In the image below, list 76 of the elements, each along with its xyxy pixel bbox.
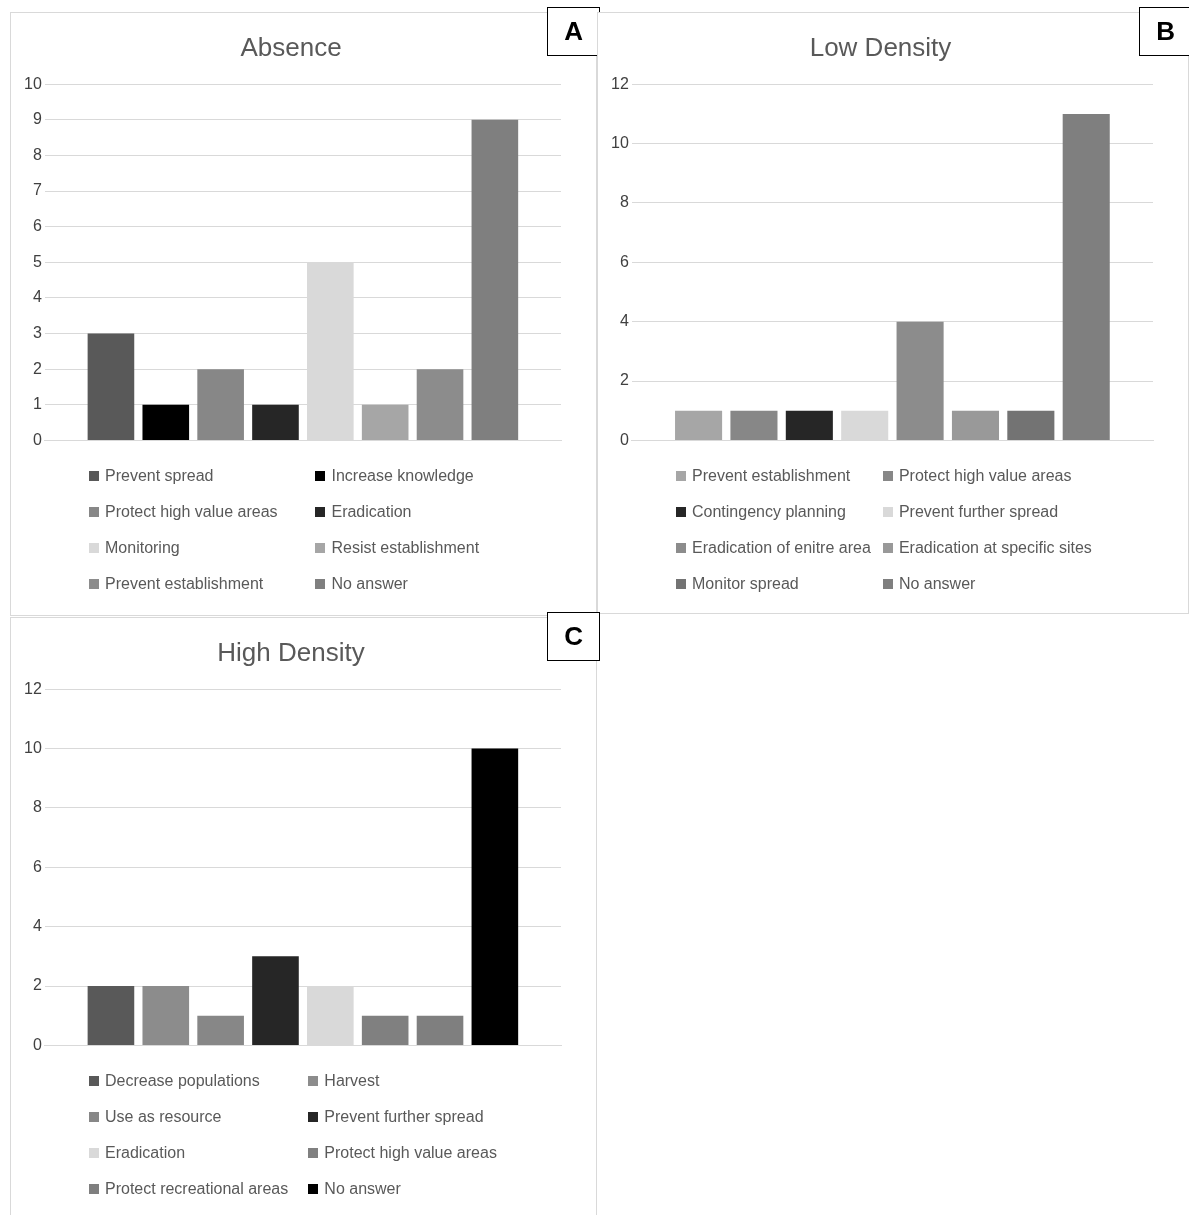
y-tick-label: 4 — [619, 312, 629, 330]
bar — [197, 1015, 244, 1045]
chart-title: Low Density — [809, 31, 952, 62]
bar — [675, 410, 723, 440]
legend-label: Prevent establishment — [105, 575, 264, 593]
bar — [1062, 113, 1110, 440]
y-tick-label: 0 — [32, 430, 42, 448]
legend-label: Increase knowledge — [331, 467, 474, 485]
y-tick-label: 0 — [32, 1035, 42, 1053]
bar — [87, 333, 135, 440]
y-tick-label: 2 — [32, 976, 42, 994]
y-tick-label: 8 — [32, 145, 42, 163]
legend-label: Eradication of enitre area — [692, 539, 871, 557]
legend-label: Contingency planning — [692, 503, 846, 521]
bar — [197, 369, 244, 440]
y-tick-label: 6 — [32, 857, 42, 875]
legend-label: Use as resource — [105, 1108, 222, 1126]
legend-label: Decrease populations — [105, 1072, 260, 1090]
y-tick-label: 7 — [32, 181, 42, 199]
text: B — [1139, 7, 1189, 56]
legend-label: Resist establishment — [331, 539, 480, 557]
y-tick-label: 6 — [619, 252, 629, 270]
bar — [252, 404, 299, 440]
legend-label: No answer — [331, 575, 408, 593]
legend-label: Monitor spread — [692, 575, 799, 593]
text: A — [547, 7, 600, 56]
y-tick-label: 1 — [32, 395, 42, 413]
legend-label: Eradication — [105, 1144, 186, 1162]
bar — [416, 369, 464, 440]
y-tick-label: 8 — [619, 193, 629, 211]
legend-label: Prevent further spread — [324, 1108, 484, 1126]
legend-label: Harvest — [324, 1072, 380, 1090]
legend-label: Protect recreational areas — [105, 1180, 289, 1198]
bar — [416, 1015, 464, 1045]
y-tick-label: 6 — [32, 217, 42, 235]
legend-label: Prevent establishment — [692, 467, 851, 485]
bar — [87, 986, 135, 1045]
legend-label: Monitoring — [105, 539, 180, 557]
bar — [142, 986, 190, 1045]
y-tick-label: 2 — [619, 371, 629, 389]
bar — [361, 404, 409, 440]
legend-label: Eradication at specific sites — [898, 539, 1092, 557]
text: C — [547, 612, 600, 661]
chart-title: Absence — [240, 31, 342, 62]
chart-title: High Density — [217, 636, 365, 667]
bar — [471, 119, 519, 440]
bar — [896, 321, 944, 440]
y-tick-label: 10 — [611, 133, 629, 151]
bar — [1007, 410, 1055, 440]
bar — [951, 410, 999, 440]
bar — [142, 404, 190, 440]
y-tick-label: 12 — [24, 679, 42, 697]
legend-label: No answer — [324, 1180, 401, 1198]
bar — [252, 956, 299, 1045]
bar — [730, 410, 778, 440]
y-tick-label: 10 — [24, 738, 42, 756]
y-tick-label: 3 — [32, 323, 42, 341]
legend-label: Prevent spread — [105, 467, 214, 485]
legend-label: Protect high value areas — [324, 1144, 497, 1162]
y-tick-label: 8 — [32, 798, 42, 816]
bar — [471, 748, 519, 1045]
y-tick-label: 5 — [32, 252, 42, 270]
y-tick-label: 0 — [619, 430, 629, 448]
legend-label: Eradication — [331, 503, 412, 521]
legend-label: Prevent further spread — [898, 503, 1059, 521]
bar — [361, 1015, 409, 1045]
y-tick-label: 4 — [32, 917, 42, 935]
legend-label: Protect high value areas — [898, 467, 1072, 485]
y-tick-label: 9 — [32, 110, 42, 128]
y-tick-label: 12 — [611, 74, 629, 92]
legend-label: No answer — [898, 575, 976, 593]
y-tick-label: 10 — [24, 74, 42, 92]
bar — [785, 410, 833, 440]
y-tick-label: 2 — [32, 359, 42, 377]
legend-label: Protect high value areas — [105, 503, 278, 521]
y-tick-label: 4 — [32, 288, 42, 306]
